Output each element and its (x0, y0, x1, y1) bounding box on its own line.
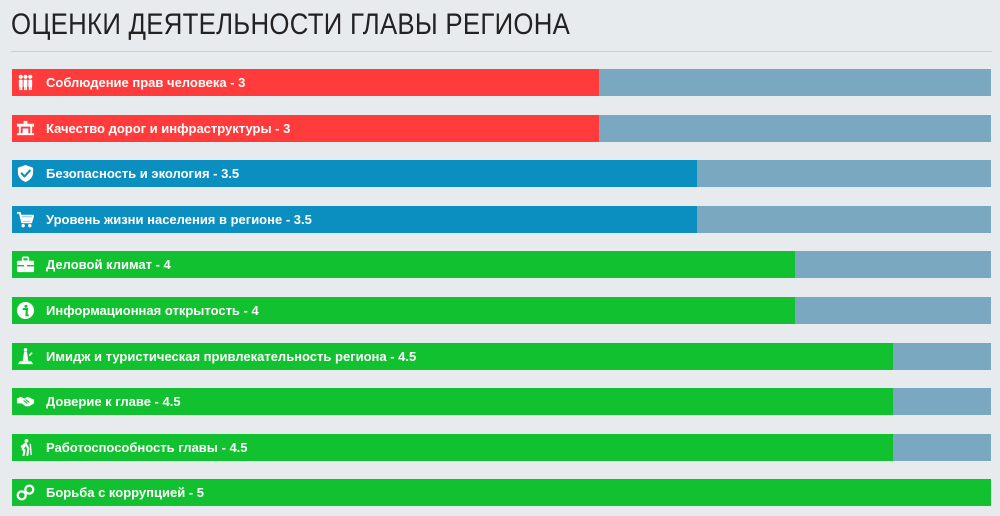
bar-track: Работоспособность главы - 4.5 (12, 434, 991, 461)
bar (12, 388, 893, 415)
bar (12, 160, 697, 187)
bar (12, 69, 599, 96)
bar (12, 251, 795, 278)
people-icon (15, 72, 36, 93)
bar-track: Безопасность и экология - 3.5 (12, 160, 991, 187)
bar (12, 115, 599, 142)
bar-label: Уровень жизни населения в регионе - 3.5 (46, 212, 312, 227)
landmark-icon (15, 346, 36, 367)
handcuffs-icon (15, 482, 36, 503)
bar (12, 479, 991, 506)
bar-label: Деловой климат - 4 (46, 257, 171, 272)
info-icon (15, 300, 36, 321)
bar-label: Информационная открытость - 4 (46, 303, 259, 318)
bar (12, 206, 697, 233)
bar-label: Борьба с коррупцией - 5 (46, 485, 204, 500)
bar (12, 434, 893, 461)
bar-track: Уровень жизни населения в регионе - 3.5 (12, 206, 991, 233)
bar-track: Соблюдение прав человека - 3 (12, 69, 991, 96)
title-divider (11, 51, 992, 52)
briefcase-icon (15, 254, 36, 275)
road-icon (15, 118, 36, 139)
bar (12, 297, 795, 324)
bar-label: Работоспособность главы - 4.5 (46, 440, 248, 455)
cart-icon (15, 209, 36, 230)
bar-label: Имидж и туристическая привлекательность … (46, 349, 417, 364)
bar-label: Качество дорог и инфраструктуры - 3 (46, 121, 291, 136)
bar-track: Деловой климат - 4 (12, 251, 991, 278)
chart-title: ОЦЕНКИ ДЕЯТЕЛЬНОСТИ ГЛАВЫ РЕГИОНА (11, 8, 571, 41)
bar-track: Доверие к главе - 4.5 (12, 388, 991, 415)
bar-track: Имидж и туристическая привлекательность … (12, 343, 991, 370)
bar-label: Безопасность и экология - 3.5 (46, 166, 240, 181)
bar-label: Доверие к главе - 4.5 (46, 394, 181, 409)
hiker-icon (15, 437, 36, 458)
shield-icon (15, 163, 36, 184)
handshake-icon (15, 391, 36, 412)
bar-track: Качество дорог и инфраструктуры - 3 (12, 115, 991, 142)
bar-label: Соблюдение прав человека - 3 (46, 75, 246, 90)
bar-track: Борьба с коррупцией - 5 (12, 479, 991, 506)
bar-track: Информационная открытость - 4 (12, 297, 991, 324)
bar (12, 343, 893, 370)
